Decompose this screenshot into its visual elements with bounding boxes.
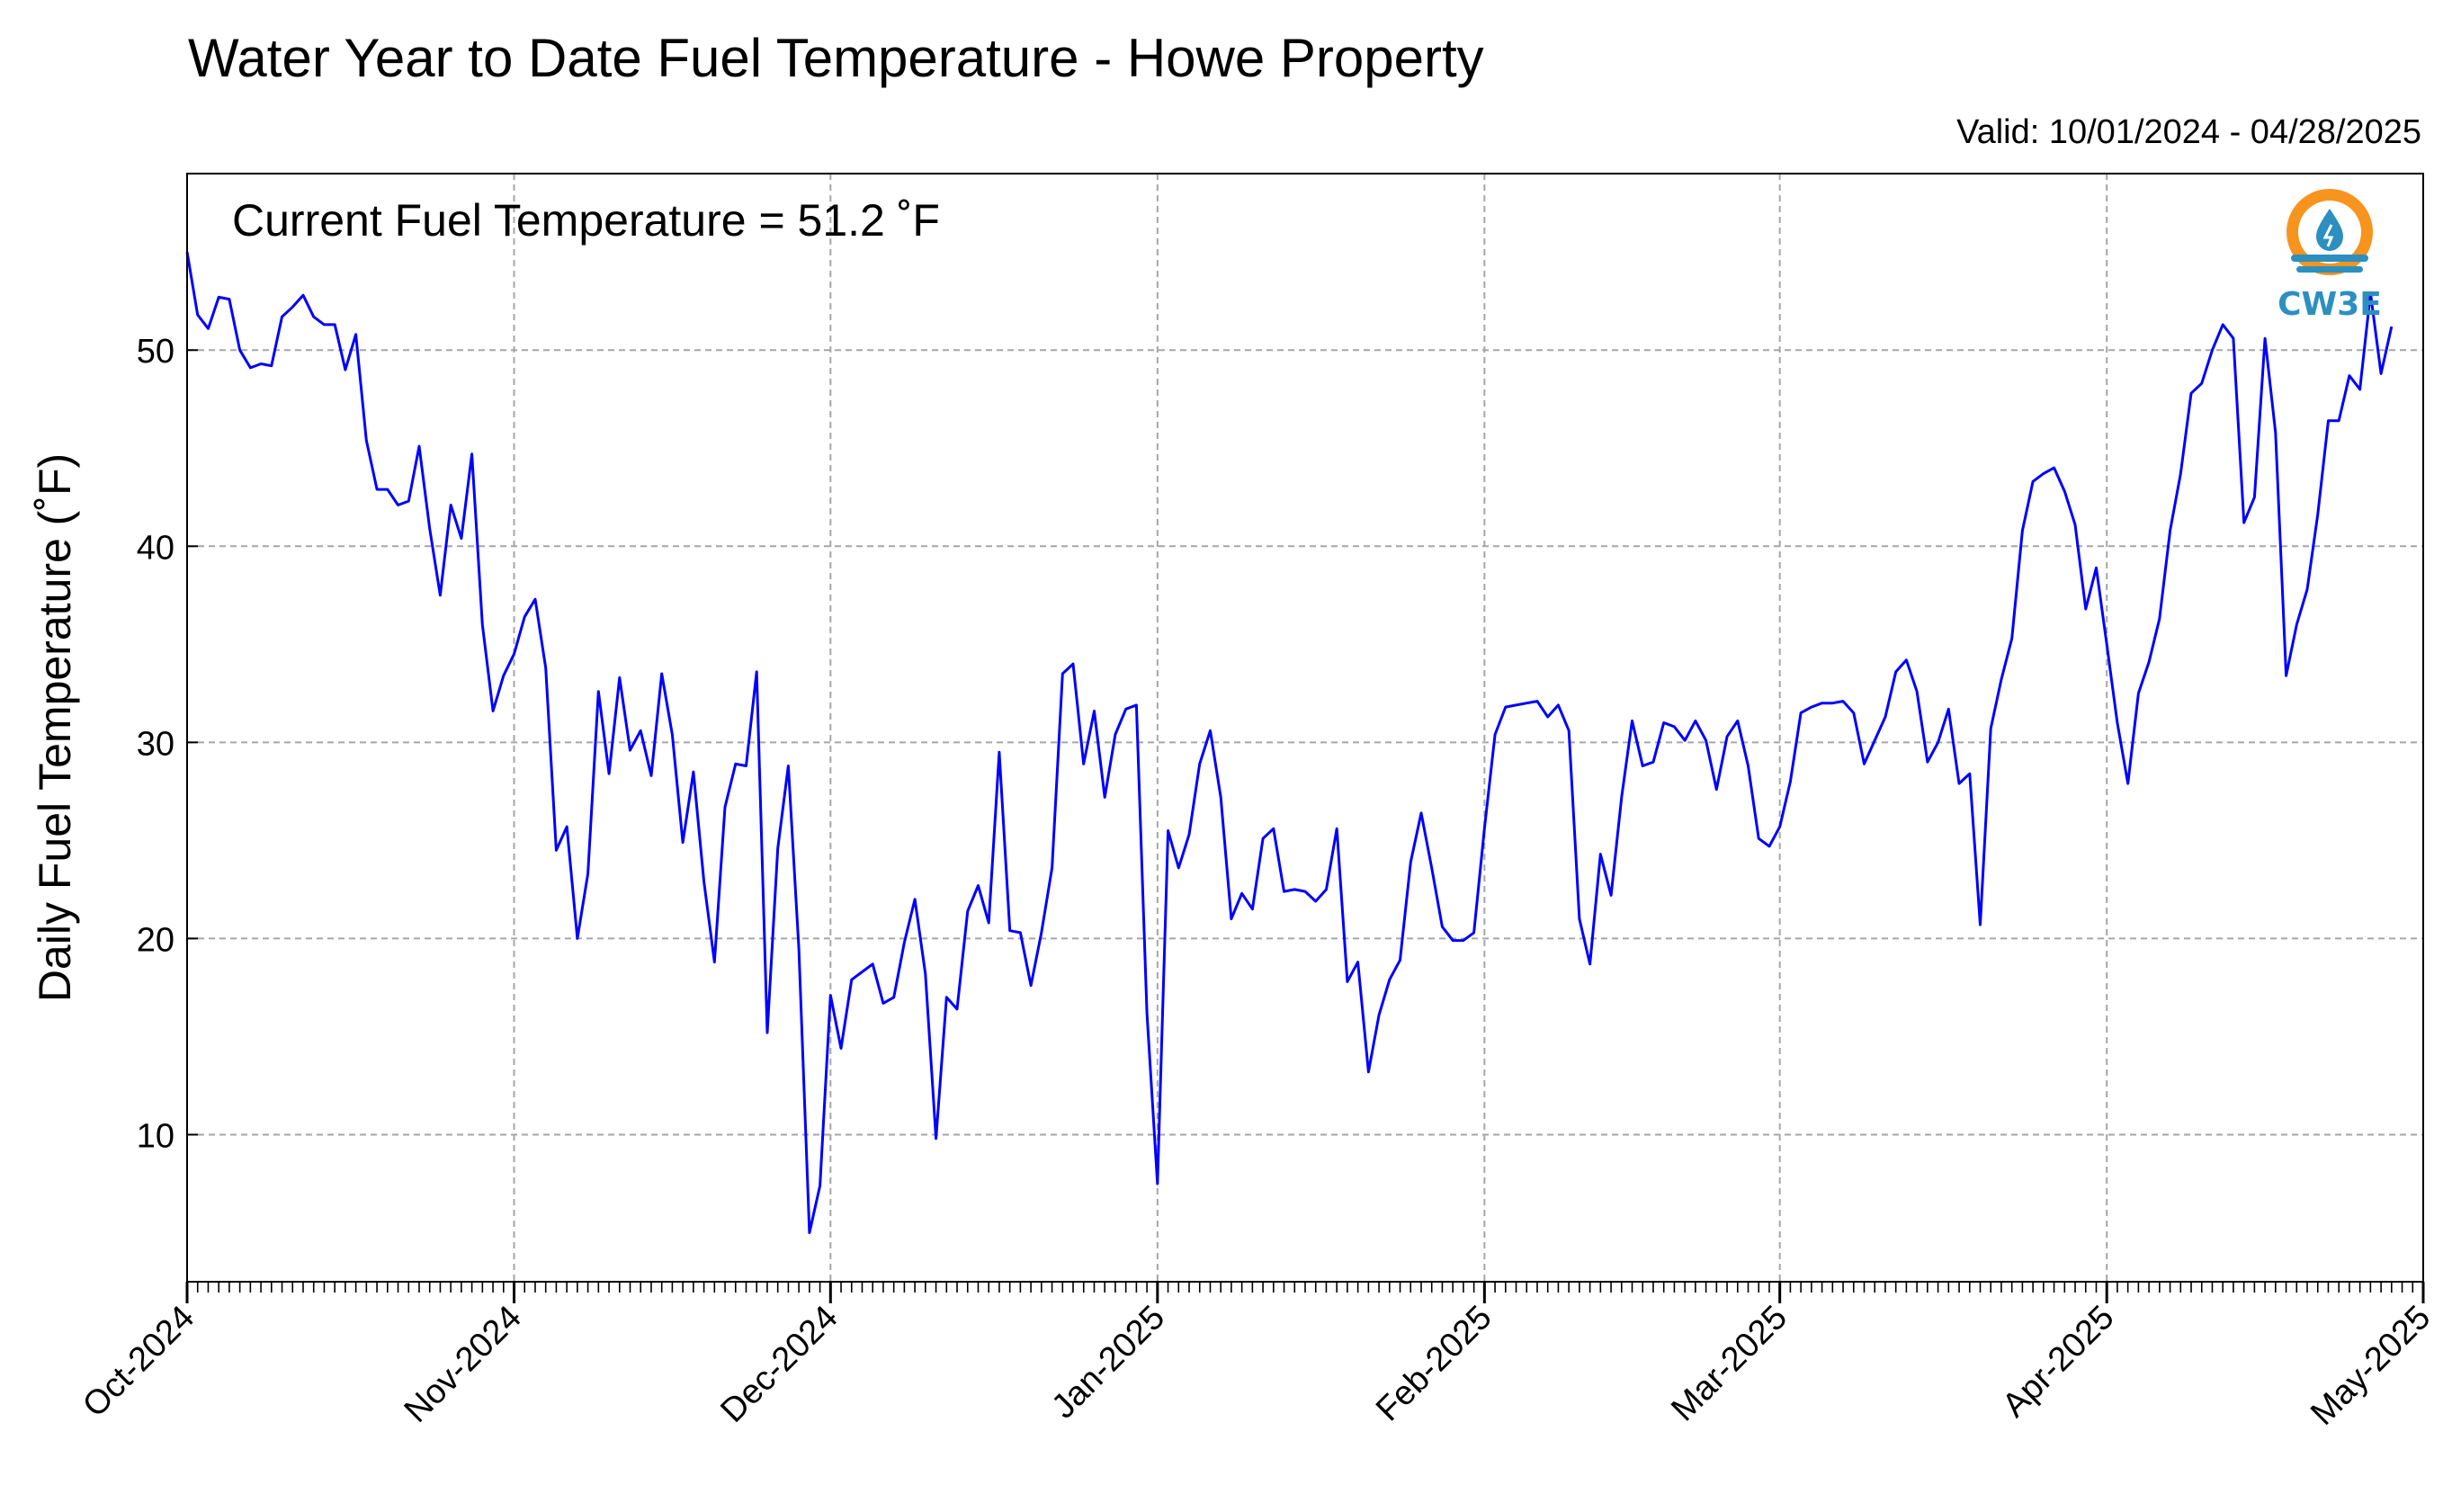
- logo-wave-2-icon: [2296, 266, 2363, 273]
- valid-range-label: Valid: 10/01/2024 - 04/28/2025: [1956, 113, 2421, 151]
- y-tick-label: 20: [137, 921, 175, 959]
- plot-frame: [186, 173, 2424, 1283]
- x-tick-label: Feb-2025: [1369, 1299, 1499, 1429]
- y-axis-label: Daily Fuel Temperature (˚F): [30, 453, 80, 1002]
- x-tick-label: Oct-2024: [76, 1299, 201, 1425]
- y-tick-label: 50: [137, 333, 175, 371]
- cw3e-logo: CW3E: [2277, 189, 2382, 323]
- y-tick-label: 10: [137, 1117, 175, 1155]
- logo-drop-highlight-icon: [2322, 224, 2334, 247]
- chart-title: Water Year to Date Fuel Temperature - Ho…: [188, 28, 1484, 88]
- x-tick-label: Nov-2024: [398, 1299, 529, 1430]
- x-tick-label: May-2025: [2304, 1299, 2438, 1433]
- x-tick-label: Mar-2025: [1664, 1299, 1794, 1429]
- logo-wave-1-icon: [2291, 255, 2368, 262]
- y-tick-label: 40: [137, 529, 175, 567]
- logo-text: CW3E: [2277, 286, 2382, 323]
- fuel-temperature-line: [185, 251, 2394, 1234]
- current-temp-annotation: Current Fuel Temperature = 51.2 ˚F: [232, 195, 940, 246]
- x-tick-label: Dec-2024: [713, 1299, 845, 1430]
- grid-lines: [187, 174, 2423, 1282]
- y-tick-label: 30: [137, 725, 175, 763]
- x-tick-label: Jan-2025: [1044, 1299, 1172, 1427]
- series-line-layer: [185, 251, 2394, 1234]
- x-tick-label: Apr-2025: [1995, 1299, 2121, 1425]
